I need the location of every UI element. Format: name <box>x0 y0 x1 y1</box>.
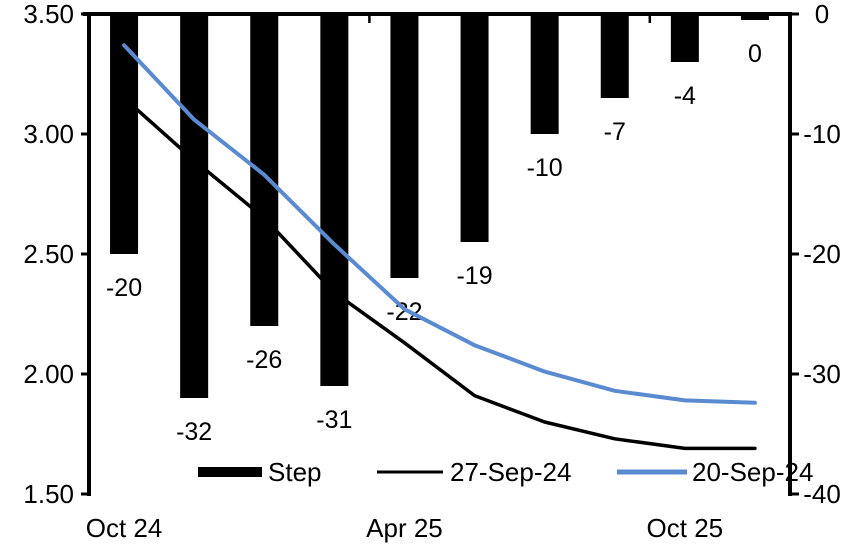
left-axis-tick-label: 1.50 <box>23 479 74 509</box>
left-axis-tick-label: 2.00 <box>23 359 74 389</box>
step-bar <box>670 14 699 62</box>
step-bar-value-label: -4 <box>674 82 696 110</box>
x-axis-label: Apr 25 <box>366 513 443 543</box>
legend-label-20-sep-24: 20-Sep-24 <box>692 457 813 487</box>
line-20-sep-24 <box>122 43 757 405</box>
right-axis-tick-label: 0 <box>815 0 829 29</box>
right-axis-tick-label: -10 <box>803 119 841 149</box>
step-bar-value-label: -20 <box>106 274 142 302</box>
step-bar-value-label: -7 <box>604 118 626 146</box>
step-bar <box>390 14 419 278</box>
step-bar-value-label: -10 <box>527 154 563 182</box>
right-axis-tick-label: -30 <box>803 359 841 389</box>
right-axis-tick-label: -20 <box>803 239 841 269</box>
legend-label-step: Step <box>268 457 322 487</box>
right-axis-tick-label: -40 <box>803 479 841 509</box>
step-bar-value-label: -26 <box>246 346 282 374</box>
step-bar <box>250 14 279 326</box>
legend-label-27-sep-24: 27-Sep-24 <box>450 457 571 487</box>
legend-swatch-step <box>198 467 262 477</box>
step-bar-value-label: -32 <box>176 418 212 446</box>
left-axis-tick-label: 3.50 <box>23 0 74 29</box>
step-bar-value-label: -19 <box>456 262 492 290</box>
step-bar <box>740 14 769 20</box>
step-bar <box>600 14 629 98</box>
step-bar-value-label: 0 <box>748 40 762 68</box>
left-axis-tick-label: 3.00 <box>23 119 74 149</box>
step-bar <box>460 14 489 242</box>
step-bar <box>110 14 139 254</box>
step-bar <box>180 14 209 398</box>
step-bar <box>530 14 559 134</box>
line-27-sep-24 <box>122 96 757 451</box>
x-axis-label: Oct 25 <box>647 513 724 543</box>
step-bar-value-label: -31 <box>316 406 352 434</box>
step-bar <box>320 14 349 386</box>
step-bar-value-label: -22 <box>386 298 422 326</box>
x-axis-label: Oct 24 <box>86 513 163 543</box>
left-axis-tick-label: 2.50 <box>23 239 74 269</box>
